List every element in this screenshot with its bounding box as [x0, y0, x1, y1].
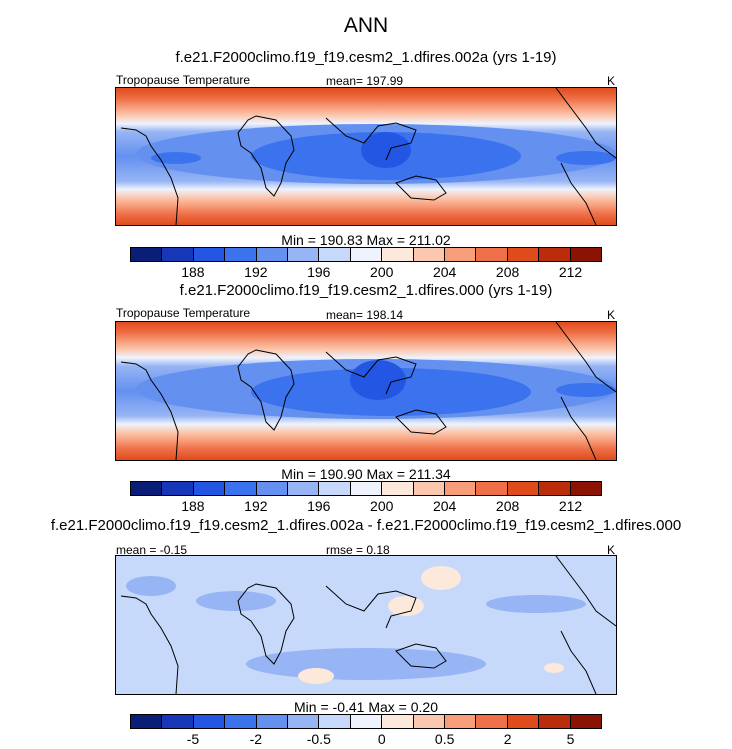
colorbar-tick-label: 204: [432, 264, 457, 280]
colorbar-box: [193, 248, 226, 261]
colorbar-box: [256, 715, 289, 728]
colorbar-box: [319, 482, 351, 495]
colorbar-tick-label: 188: [181, 498, 205, 514]
colorbar-box: [131, 715, 163, 728]
panel3-colorbar-ticks: -5 -2 -0.5 0 0.5 2 5: [130, 731, 602, 749]
colorbar-tick-label: 188: [181, 264, 205, 280]
colorbar-box: [288, 482, 320, 495]
colorbar-box: [507, 715, 540, 728]
panel2-colorbar-ticks: 188 192 196 200 204 208 212: [130, 498, 602, 516]
colorbar-tick-label: 0: [377, 731, 386, 747]
panel3-map: [115, 555, 617, 695]
colorbar-box: [476, 715, 508, 728]
colorbar-box: [131, 248, 163, 261]
colorbar-tick-label: 192: [244, 264, 268, 280]
panel1-units-label: K: [607, 74, 616, 88]
colorbar-box: [350, 715, 383, 728]
panel2-mean-label: mean= 198.14: [326, 308, 404, 322]
colorbar-box: [382, 248, 414, 261]
colorbar-box: [350, 248, 383, 261]
colorbar-box: [445, 482, 477, 495]
colorbar-tick-label: 196: [307, 498, 331, 514]
panel2-minmax: Min = 190.90 Max = 211.34: [281, 466, 451, 482]
colorbar-box: [539, 715, 571, 728]
colorbar-tick-label: -2: [249, 731, 263, 747]
colorbar-box: [162, 248, 194, 261]
panel1-colorbar-ticks: 188 192 196 200 204 208 212: [130, 264, 602, 282]
panel1-contour-field: [116, 88, 616, 225]
figure-title: ANN: [343, 14, 389, 37]
colorbar-box: [539, 248, 571, 261]
colorbar-tick-label: 5: [566, 731, 575, 747]
colorbar-box: [445, 248, 477, 261]
panel1-case-title: f.e21.F2000climo.f19_f19.cesm2_1.dfires.…: [175, 49, 557, 66]
colorbar-box: [382, 482, 414, 495]
colorbar-tick-label: 208: [495, 498, 520, 514]
panel3-units-label: K: [607, 543, 616, 557]
colorbar-box: [445, 715, 477, 728]
colorbar-box: [507, 248, 540, 261]
panel3-case-title: f.e21.F2000climo.f19_f19.cesm2_1.dfires.…: [50, 517, 682, 534]
panel2-colorbar: [130, 481, 602, 496]
colorbar-box: [413, 482, 446, 495]
colorbar-box: [539, 482, 571, 495]
panel2-case-title: f.e21.F2000climo.f19_f19.cesm2_1.dfires.…: [179, 282, 553, 299]
panel3-colorbar: [130, 714, 602, 729]
panel1-mean-label: mean= 197.99: [326, 74, 404, 88]
panel3-contour-field: [116, 556, 616, 694]
panel2-variable-label: Tropopause Temperature: [116, 306, 251, 320]
colorbar-tick-label: -0.5: [306, 731, 331, 747]
colorbar-box: [382, 715, 414, 728]
colorbar-box: [225, 715, 257, 728]
colorbar-tick-label: 212: [558, 498, 583, 514]
panel1-map: [115, 87, 617, 226]
panel2-units-label: K: [607, 308, 616, 322]
panel1-minmax: Min = 190.83 Max = 211.02: [281, 232, 451, 248]
colorbar-box: [319, 715, 351, 728]
colorbar-box: [162, 715, 194, 728]
panel2-map: [115, 321, 617, 461]
colorbar-box: [225, 482, 257, 495]
colorbar-tick-label: 196: [307, 264, 331, 280]
panel2-contour-field: [116, 322, 616, 460]
colorbar-tick-label: 212: [558, 264, 583, 280]
colorbar-box: [131, 482, 163, 495]
panel3-minmax: Min = -0.41 Max = 0.20: [294, 699, 438, 715]
colorbar-box: [225, 248, 257, 261]
colorbar-box: [413, 248, 446, 261]
colorbar-box: [193, 715, 226, 728]
panel1-variable-label: Tropopause Temperature: [116, 73, 251, 87]
colorbar-box: [476, 482, 508, 495]
colorbar-tick-label: 2: [503, 731, 512, 747]
colorbar-tick-label: 208: [495, 264, 520, 280]
colorbar-box: [193, 482, 226, 495]
colorbar-box: [476, 248, 508, 261]
colorbar-tick-label: 192: [244, 498, 268, 514]
colorbar-box: [288, 248, 320, 261]
colorbar-box: [256, 248, 289, 261]
colorbar-box: [507, 482, 540, 495]
colorbar-box: [570, 715, 602, 728]
colorbar-box: [288, 715, 320, 728]
colorbar-tick-label: 204: [432, 498, 457, 514]
colorbar-box: [256, 482, 289, 495]
colorbar-box: [162, 482, 194, 495]
colorbar-box: [570, 248, 602, 261]
colorbar-box: [570, 482, 602, 495]
panel3-rmse-label: rmse = 0.18: [326, 543, 390, 557]
panel1-colorbar: [130, 247, 602, 262]
colorbar-tick-label: -5: [186, 731, 200, 747]
panel3-mean-label: mean = -0.15: [116, 543, 188, 557]
colorbar-box: [350, 482, 383, 495]
colorbar-tick-label: 200: [370, 264, 394, 280]
colorbar-tick-label: 200: [370, 498, 394, 514]
colorbar-box: [413, 715, 446, 728]
colorbar-tick-label: 0.5: [434, 731, 455, 747]
colorbar-box: [319, 248, 351, 261]
